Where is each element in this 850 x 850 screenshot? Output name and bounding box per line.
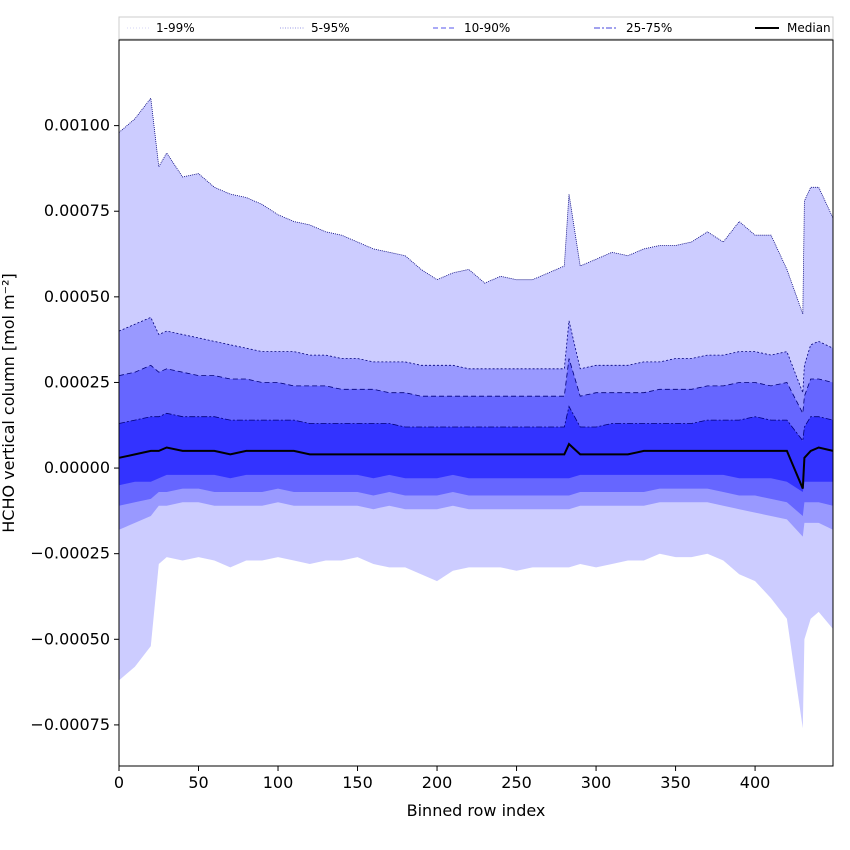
- plot-frame: [118, 39, 834, 767]
- legend-label: 25-75%: [626, 21, 672, 35]
- y-axis-title: HCHO vertical column [mol m⁻²]: [0, 273, 18, 532]
- y-tick-label: −0.00050: [30, 629, 110, 648]
- legend-box: [118, 16, 834, 40]
- median-line: [118, 442, 834, 489]
- x-axis-ticks: 0 50 100 150 200 250 300 350 400: [114, 766, 770, 792]
- x-tick-label: 0: [114, 773, 124, 792]
- x-tick-label: 200: [422, 773, 453, 792]
- legend: 1-99% 5-95% 10-90% 25-75% Median: [118, 16, 834, 40]
- x-tick-label: 100: [263, 773, 294, 792]
- legend-label: 1-99%: [156, 21, 195, 35]
- y-tick-label: 0.00000: [44, 458, 110, 477]
- y-axis-ticks: −0.00075 −0.00050 −0.00025 0.00000 0.00025 0.…: [30, 116, 119, 734]
- y-tick-label: 0.00025: [44, 372, 110, 391]
- x-tick-label: 150: [342, 773, 373, 792]
- band-25-75%: [119, 406, 833, 492]
- x-tick-label: 400: [740, 773, 771, 792]
- y-tick-label: 0.00075: [44, 201, 110, 220]
- legend-label: 5-95%: [311, 21, 350, 35]
- x-axis-title: Binned row index: [407, 801, 546, 820]
- x-tick-label: 300: [581, 773, 612, 792]
- percentile-lines: [118, 97, 834, 489]
- y-tick-label: −0.00075: [30, 715, 110, 734]
- y-tick-label: 0.00050: [44, 287, 110, 306]
- y-tick-label: −0.00025: [30, 544, 110, 563]
- legend-label: Median: [787, 21, 831, 35]
- y-tick-label: 0.00100: [44, 116, 110, 135]
- band-upper-edge-5-95%: [118, 316, 834, 393]
- percentile-bands: [119, 98, 833, 729]
- legend-label: 10-90%: [464, 21, 510, 35]
- x-tick-label: 250: [501, 773, 532, 792]
- x-tick-label: 350: [660, 773, 691, 792]
- x-tick-label: 50: [188, 773, 208, 792]
- band-upper-edge-25-75%: [118, 405, 834, 442]
- band-upper-edge-10-90%: [118, 358, 834, 415]
